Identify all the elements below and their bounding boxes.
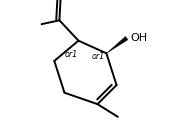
Text: or1: or1	[91, 52, 105, 61]
Text: or1: or1	[65, 50, 78, 59]
Polygon shape	[106, 36, 128, 53]
Text: OH: OH	[130, 33, 147, 43]
